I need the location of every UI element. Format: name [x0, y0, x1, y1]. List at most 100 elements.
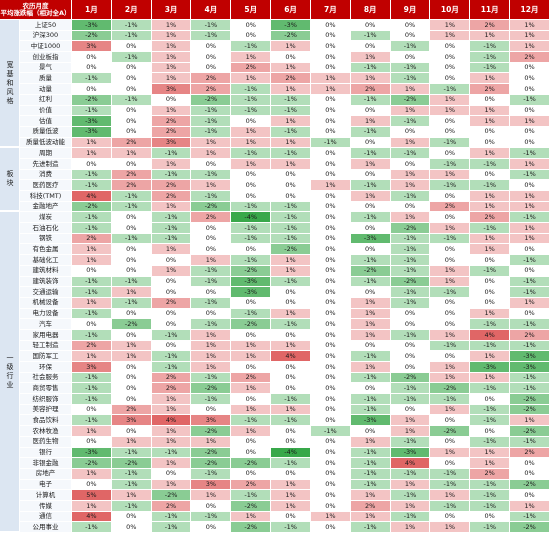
value-cell: -2%	[72, 30, 112, 42]
value-cell: 0%	[310, 126, 351, 138]
value-cell: 0%	[310, 383, 351, 395]
value-cell: 1%	[111, 148, 152, 159]
value-cell: 2%	[350, 84, 391, 95]
row-label: 美容护理	[20, 404, 72, 416]
value-cell: -2%	[510, 479, 550, 491]
value-cell: 0%	[310, 522, 351, 533]
value-cell: -1%	[390, 383, 431, 395]
value-cell: 1%	[151, 265, 192, 277]
value-cell: 0%	[310, 415, 351, 427]
value-cell: -1%	[390, 244, 431, 256]
value-cell: 0%	[390, 158, 431, 170]
value-cell: 1%	[470, 351, 511, 362]
value-cell: 0%	[430, 255, 471, 266]
value-cell: -2%	[191, 458, 232, 469]
value-cell: -1%	[72, 372, 112, 384]
value-cell: 0%	[111, 522, 152, 533]
value-cell: 1%	[390, 180, 431, 191]
value-cell: 0%	[310, 94, 351, 106]
value-cell: 0%	[470, 169, 511, 181]
value-cell: -2%	[390, 94, 431, 106]
value-cell: -2%	[111, 319, 152, 330]
row-label: 商贸零售	[20, 383, 72, 395]
value-cell: -1%	[231, 308, 272, 320]
value-cell: 0%	[231, 436, 272, 448]
value-cell: 0%	[470, 276, 511, 288]
row-label: 景气	[20, 62, 72, 74]
value-cell: 0%	[510, 62, 550, 74]
value-cell: -1%	[111, 468, 152, 480]
value-cell: -1%	[310, 137, 351, 149]
value-cell: -1%	[111, 30, 152, 42]
value-cell: 0%	[72, 479, 112, 491]
value-cell: 4%	[470, 329, 511, 341]
value-cell: 0%	[231, 116, 272, 127]
value-cell: 0%	[510, 105, 550, 117]
value-cell: 1%	[271, 265, 311, 277]
value-cell: -1%	[72, 522, 112, 533]
value-cell: 2%	[111, 137, 152, 149]
value-cell: -1%	[191, 297, 232, 309]
value-cell: -1%	[390, 287, 431, 298]
value-cell: -1%	[151, 362, 192, 373]
value-cell: 1%	[231, 52, 272, 63]
value-cell: -1%	[350, 372, 391, 384]
value-cell: 0%	[470, 511, 511, 523]
value-cell: 0%	[231, 20, 272, 31]
row-label: 环保	[20, 362, 72, 373]
value-cell: 0%	[310, 287, 351, 298]
value-cell: 1%	[510, 201, 550, 213]
value-cell: -1%	[151, 148, 192, 159]
value-cell: 0%	[430, 244, 471, 256]
value-cell: -1%	[390, 511, 431, 523]
value-cell: 0%	[430, 116, 471, 127]
value-cell: 1%	[151, 41, 192, 53]
value-cell: -1%	[430, 500, 471, 512]
value-cell: -1%	[111, 297, 152, 309]
value-cell: 1%	[470, 105, 511, 117]
value-cell: 0%	[231, 362, 272, 373]
row-label: 交通运输	[20, 287, 72, 298]
value-cell: -1%	[271, 126, 311, 138]
value-cell: 0%	[231, 30, 272, 42]
value-cell: 1%	[510, 233, 550, 245]
value-cell: 1%	[151, 404, 192, 416]
value-cell: 0%	[510, 458, 550, 469]
value-cell: -1%	[151, 169, 192, 181]
row-label: 房地产	[20, 468, 72, 480]
value-cell: -1%	[390, 490, 431, 501]
value-cell: 0%	[151, 319, 192, 330]
value-cell: 0%	[310, 479, 351, 491]
value-cell: 0%	[310, 20, 351, 31]
value-cell: -1%	[271, 458, 311, 469]
value-cell: 0%	[350, 426, 391, 437]
value-cell: -1%	[310, 426, 351, 437]
value-cell: 2%	[231, 62, 272, 74]
value-cell: -1%	[72, 212, 112, 224]
value-cell: -1%	[470, 340, 511, 352]
value-cell: 1%	[470, 148, 511, 159]
value-cell: 0%	[390, 362, 431, 373]
value-cell: 1%	[350, 116, 391, 127]
value-cell: 2%	[151, 383, 192, 395]
value-cell: -1%	[111, 52, 152, 63]
value-cell: 0%	[111, 212, 152, 224]
value-cell: 0%	[310, 447, 351, 459]
value-cell: 1%	[470, 191, 511, 202]
value-cell: -1%	[72, 383, 112, 395]
value-cell: 0%	[151, 94, 192, 106]
value-cell: 0%	[510, 137, 550, 149]
value-cell: 0%	[510, 244, 550, 256]
row-label: 电子	[20, 479, 72, 491]
value-cell: 2%	[510, 447, 550, 459]
value-cell: 0%	[111, 223, 152, 234]
value-cell: -1%	[470, 522, 511, 533]
value-cell: 2%	[191, 84, 232, 95]
value-cell: 1%	[470, 308, 511, 320]
value-cell: 0%	[510, 490, 550, 501]
value-cell: 0%	[111, 308, 152, 320]
value-cell: 1%	[151, 105, 192, 117]
value-cell: 1%	[350, 436, 391, 448]
value-cell: -1%	[191, 116, 232, 127]
value-cell: 0%	[310, 308, 351, 320]
